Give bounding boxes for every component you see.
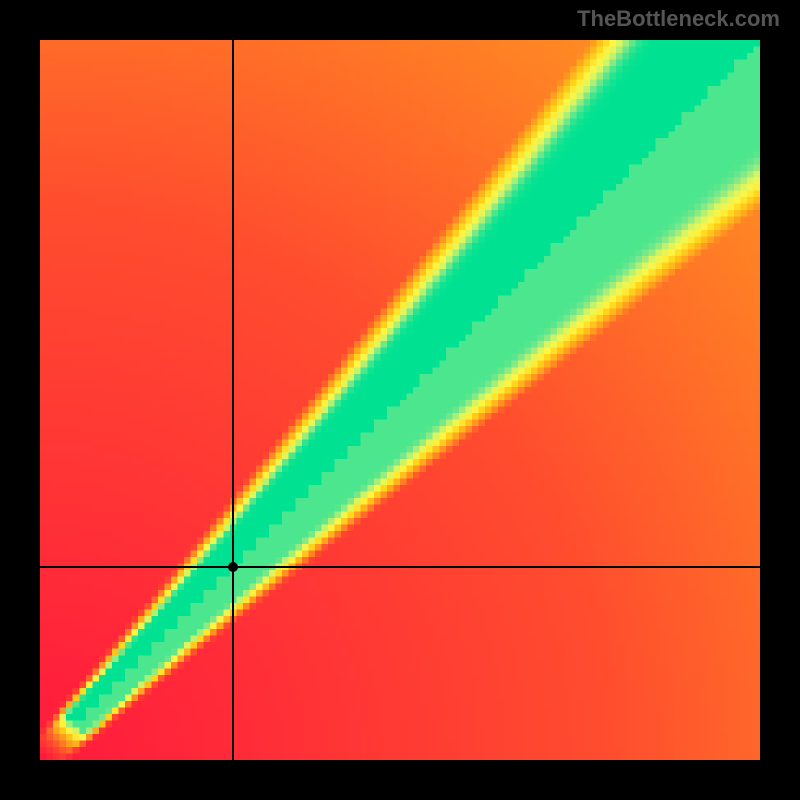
bottleneck-heatmap (40, 40, 760, 760)
crosshair-horizontal (40, 566, 760, 568)
watermark-label: TheBottleneck.com (577, 6, 780, 32)
crosshair-vertical (232, 40, 234, 760)
crosshair-marker (228, 562, 238, 572)
